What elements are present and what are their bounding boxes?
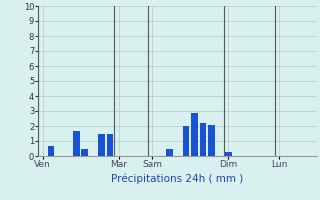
Bar (81, 148, 88, 156)
Bar (191, 112, 198, 156)
Bar (107, 134, 114, 156)
Bar (48, 146, 54, 156)
Bar (183, 126, 189, 156)
Bar (200, 123, 206, 156)
X-axis label: Précipitations 24h ( mm ): Précipitations 24h ( mm ) (111, 173, 244, 184)
Bar (73, 130, 80, 156)
Bar (225, 152, 232, 156)
Bar (166, 148, 172, 156)
Bar (208, 124, 215, 156)
Bar (98, 134, 105, 156)
